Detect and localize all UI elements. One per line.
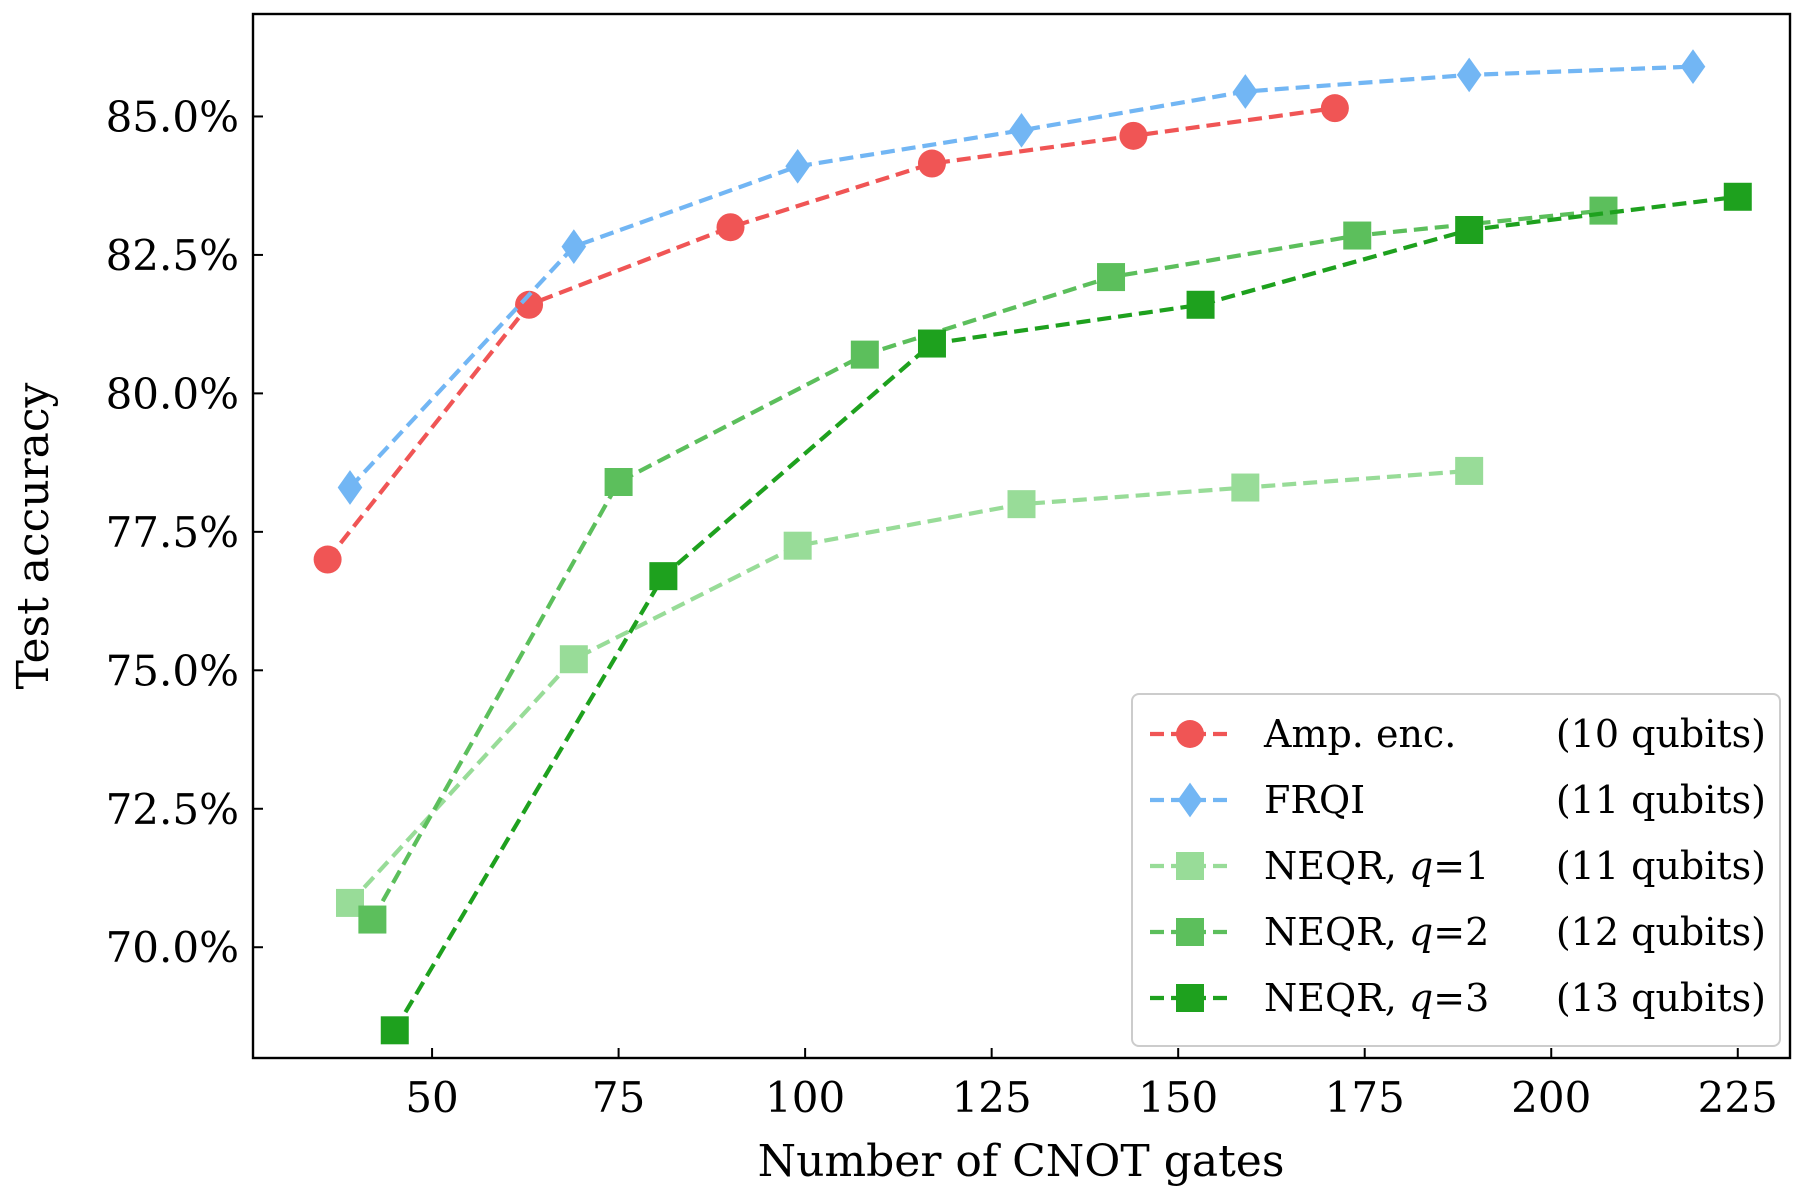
data-point (1119, 121, 1148, 150)
data-point (1097, 263, 1126, 292)
legend-label: FRQI (1264, 778, 1365, 822)
series-4 (358, 196, 1618, 934)
legend-qubits: (13 qubits) (1556, 976, 1766, 1020)
x-tick-label: 100 (765, 1073, 845, 1122)
data-point (559, 645, 588, 674)
legend-series-name: NEQR, (1264, 976, 1409, 1020)
data-point (1456, 57, 1482, 93)
x-tick-label: 200 (1511, 1073, 1591, 1122)
legend-box (1131, 693, 1781, 1047)
data-point (1455, 216, 1484, 244)
data-point (313, 545, 342, 574)
y-tick-label: 75.0% (106, 646, 239, 695)
legend-qubits: (10 qubits) (1556, 712, 1766, 756)
y-tick-label: 72.5% (106, 785, 239, 834)
data-point (1186, 290, 1215, 319)
legend-series-name: Amp. enc. (1263, 712, 1456, 756)
plot-frame (251, 12, 1792, 1060)
series-3 (335, 456, 1484, 917)
data-point (1231, 473, 1260, 502)
legend-label: NEQR, q=2 (1264, 910, 1489, 954)
data-point (337, 470, 363, 505)
data-point (649, 562, 678, 591)
legend-marker (1176, 984, 1204, 1012)
x-axis-title: Number of CNOT gates (758, 1136, 1285, 1187)
data-point (515, 290, 544, 319)
legend-item-3: NEQR, q=1 (11 qubits) (1150, 844, 1766, 888)
data-point (1009, 112, 1034, 148)
series-line (348, 468, 1470, 905)
series-line (370, 208, 1604, 921)
legend-item-4: NEQR, q=2 (12 qubits) (1150, 910, 1766, 954)
data-point (561, 229, 587, 264)
data-point (917, 149, 946, 178)
data-point (604, 468, 633, 496)
data-point (1723, 182, 1752, 211)
series-5 (380, 182, 1752, 1045)
series-line (392, 194, 1739, 1032)
x-tick-label: 150 (1138, 1073, 1218, 1122)
legend-marker (1176, 720, 1204, 748)
legend-series-name: NEQR, (1264, 910, 1409, 954)
data-point (1680, 49, 1706, 84)
legend-q-symbol: q (1409, 844, 1433, 888)
series-layer (313, 49, 1752, 1045)
legend-q-value: =1 (1433, 844, 1489, 888)
data-point (850, 340, 879, 369)
data-point (783, 531, 812, 560)
legend-item-5: NEQR, q=3 (13 qubits) (1150, 976, 1766, 1020)
data-point (1343, 221, 1372, 250)
legend-qubits: (11 qubits) (1556, 778, 1766, 822)
legend-label: NEQR, q=3 (1264, 976, 1489, 1020)
legend-qubits: (11 qubits) (1556, 844, 1766, 888)
x-tick-label: 175 (1325, 1073, 1405, 1122)
x-tick-label: 125 (952, 1073, 1032, 1122)
legend-marker (1176, 852, 1204, 880)
x-tick-label: 225 (1698, 1073, 1778, 1122)
x-tick-label: 75 (592, 1073, 645, 1122)
y-axis-title: Test accuracy (8, 382, 59, 689)
axis-ticks: 50 75 100 125 150 175 200 225 70.0% 72.5% 75.0% 77.… (106, 92, 1778, 1122)
legend-label: NEQR, q=1 (1264, 844, 1489, 888)
y-tick-label: 85.0% (106, 92, 239, 141)
y-tick-label: 82.5% (106, 231, 239, 280)
data-point (917, 329, 946, 358)
legend-item-1: Amp. enc. (10 qubits) (1150, 712, 1766, 756)
legend-qubits: (12 qubits) (1556, 910, 1766, 954)
y-tick-label: 70.0% (106, 923, 239, 972)
data-point (1320, 94, 1349, 123)
legend-q-value: =3 (1433, 976, 1489, 1020)
x-tick-label: 50 (405, 1073, 458, 1122)
y-tick-label: 77.5% (106, 508, 239, 557)
series-1 (313, 94, 1349, 574)
legend-q-value: =2 (1433, 910, 1489, 954)
legend-marker (1176, 918, 1204, 946)
legend-item-2: FRQI (11 qubits) (1150, 778, 1766, 822)
series-line (325, 106, 1336, 561)
legend-series-name: NEQR, (1264, 844, 1409, 888)
data-point (1233, 74, 1258, 109)
legend-q-symbol: q (1409, 910, 1433, 954)
legend-series-name: FRQI (1264, 778, 1365, 822)
data-point (716, 213, 745, 242)
data-point (1455, 456, 1484, 485)
data-point (358, 905, 387, 934)
legend-q-symbol: q (1409, 976, 1433, 1020)
legend-marker (1177, 782, 1203, 818)
data-point (785, 148, 810, 184)
data-point (380, 1016, 409, 1045)
data-point (1007, 490, 1036, 519)
y-tick-label: 80.0% (106, 369, 239, 418)
legend: Amp. enc. (10 qubits)FRQI (11 qubits)NEQR,… (1131, 693, 1781, 1047)
series-2 (337, 49, 1706, 505)
legend-label: Amp. enc. (1263, 712, 1456, 756)
